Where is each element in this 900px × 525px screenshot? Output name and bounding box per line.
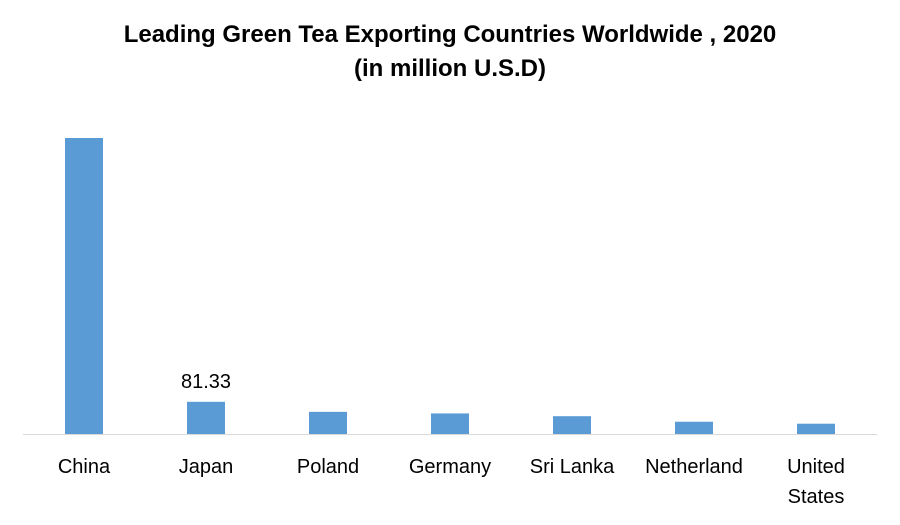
bar-germany	[431, 413, 469, 434]
bar-poland	[309, 411, 347, 434]
bar-china	[65, 138, 103, 434]
x-tick-label: China	[58, 456, 111, 478]
chart-subtitle: (in million U.S.D)	[354, 55, 546, 82]
bar-sri-lanka	[553, 416, 591, 434]
x-tick-label: Netherland	[645, 456, 743, 478]
chart-title: Leading Green Tea Exporting Countries Wo…	[123, 21, 777, 48]
bar-japan	[187, 401, 225, 434]
x-tick-label: Poland	[297, 456, 359, 478]
x-tick-label: United States	[787, 456, 845, 508]
chart-title-block: Leading Green Tea Exporting Countries Wo…	[0, 18, 900, 86]
x-tick-label: Germany	[409, 456, 491, 478]
x-tick-label: Sri Lanka	[530, 456, 615, 478]
bar-united-states	[797, 423, 835, 434]
bar-netherland	[675, 421, 713, 434]
data-label: 81.33	[181, 371, 231, 393]
x-tick-label: Japan	[179, 456, 234, 478]
